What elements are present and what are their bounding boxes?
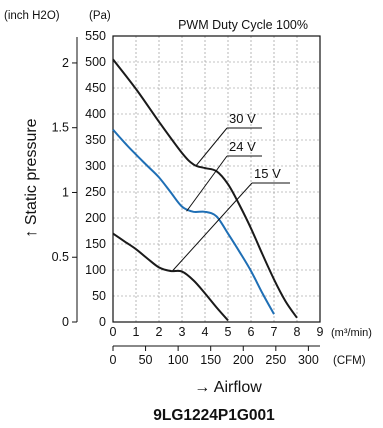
y-tick-label-inch: 0.5 (52, 250, 69, 264)
y-axis-pa: 0 50 100 150 200 250 300 350 400 450 500 550 (85, 29, 106, 329)
x-unit-m3: (m³/min) (331, 327, 372, 339)
x-tick-label-m3: 2 (156, 325, 163, 339)
x-tick-label-m3: 9 (317, 325, 324, 339)
x-tick-label-m3: 3 (179, 325, 186, 339)
x-axis-m3: 0 1 2 3 4 5 6 7 8 9 (110, 325, 324, 339)
series-line-0 (112, 58, 298, 319)
x-tick-label-cfm: 250 (265, 353, 286, 367)
x-tick-label-cfm: 0 (110, 353, 117, 367)
y-tick-label-pa: 0 (99, 315, 106, 329)
y-tick-label-pa: 550 (85, 29, 106, 43)
y-tick-label-pa: 250 (85, 185, 106, 199)
y-tick-label-pa: 400 (85, 107, 106, 121)
x-tick-label-m3: 7 (271, 325, 278, 339)
x-tick-label-m3: 0 (110, 325, 117, 339)
y-tick-label-inch: 1 (62, 185, 69, 199)
y-tick-label-pa: 300 (85, 159, 106, 173)
y-tick-label-pa: 350 (85, 133, 106, 147)
x-tick-label-m3: 5 (225, 325, 232, 339)
series-label-1: 24 V (229, 139, 256, 154)
y-axis-label: ↑ Static pressure (23, 118, 40, 237)
plot-frame (112, 35, 321, 323)
x-unit-cfm: (CFM) (333, 355, 366, 367)
x-tick-label-m3: 6 (248, 325, 255, 339)
series-label-2: 15 V (254, 166, 281, 181)
y-unit-inch: (inch H2O) (4, 10, 60, 22)
model-number: 9LG1224P1G001 (153, 407, 275, 424)
x-tick-label-m3: 8 (294, 325, 301, 339)
x-tick-label-cfm: 150 (200, 353, 221, 367)
series-labels: 30 V 24 V 15 V (172, 111, 290, 271)
series-label-0: 30 V (229, 111, 256, 126)
y-tick-label-pa: 500 (85, 55, 106, 69)
series-line-2 (112, 232, 229, 322)
x-axis-cfm: 0 50 100 150 200 250 300 (110, 346, 319, 367)
y-axis-inch: 0 0.5 1 1.5 2 (52, 37, 78, 329)
y-tick-label-pa: 50 (92, 289, 106, 303)
x-tick-label-cfm: 200 (233, 353, 254, 367)
series-leader-line-1 (186, 155, 228, 212)
x-tick-label-m3: 4 (202, 325, 209, 339)
y-tick-label-inch: 1.5 (52, 121, 69, 135)
chart-title: PWM Duty Cycle 100% (178, 18, 308, 32)
x-tick-label-cfm: 300 (298, 353, 319, 367)
y-tick-label-pa: 450 (85, 81, 106, 95)
series-line-1 (112, 128, 275, 315)
curves (112, 58, 298, 322)
series-leader-line-0 (195, 127, 228, 167)
y-unit-pa: (Pa) (89, 10, 111, 22)
series-leader-line-2 (172, 182, 253, 271)
grid-lines (113, 36, 320, 322)
y-tick-label-inch: 0 (62, 315, 69, 329)
x-tick-label-m3: 1 (133, 325, 140, 339)
x-tick-label-cfm: 100 (168, 353, 189, 367)
y-tick-label-pa: 100 (85, 263, 106, 277)
y-tick-label-pa: 200 (85, 211, 106, 225)
y-tick-label-pa: 150 (85, 237, 106, 251)
y-tick-label-inch: 2 (62, 56, 69, 70)
x-axis-label: → Airflow (194, 379, 262, 396)
x-tick-label-cfm: 50 (139, 353, 153, 367)
